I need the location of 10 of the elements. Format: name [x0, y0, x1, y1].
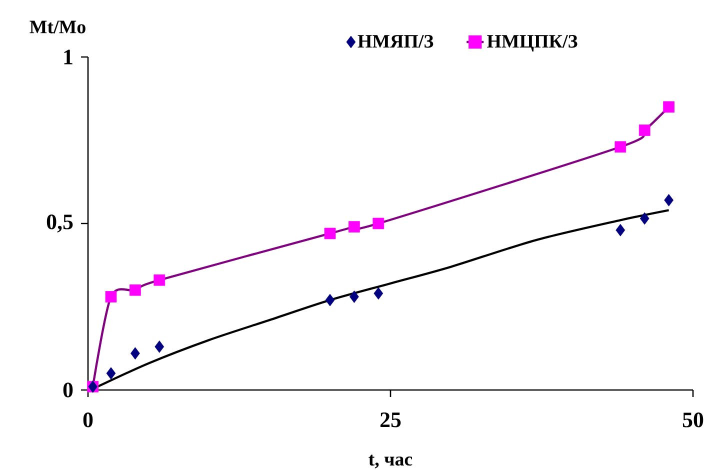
x-tick-label: 25 — [380, 412, 401, 428]
legend-label: НМЦПК/З — [487, 34, 578, 52]
y-tick-label: 1 — [64, 50, 72, 64]
y-tick-label: 0,5 — [46, 214, 73, 232]
y-tick-label: 0 — [63, 382, 73, 398]
y-axis-title: Mt/Mo — [30, 20, 86, 34]
x-tick-label: 50 — [682, 412, 704, 428]
x-axis-title: t, час — [368, 454, 412, 468]
legend-label: НМЯП/З — [358, 34, 434, 48]
x-tick-label: 0 — [83, 412, 93, 428]
